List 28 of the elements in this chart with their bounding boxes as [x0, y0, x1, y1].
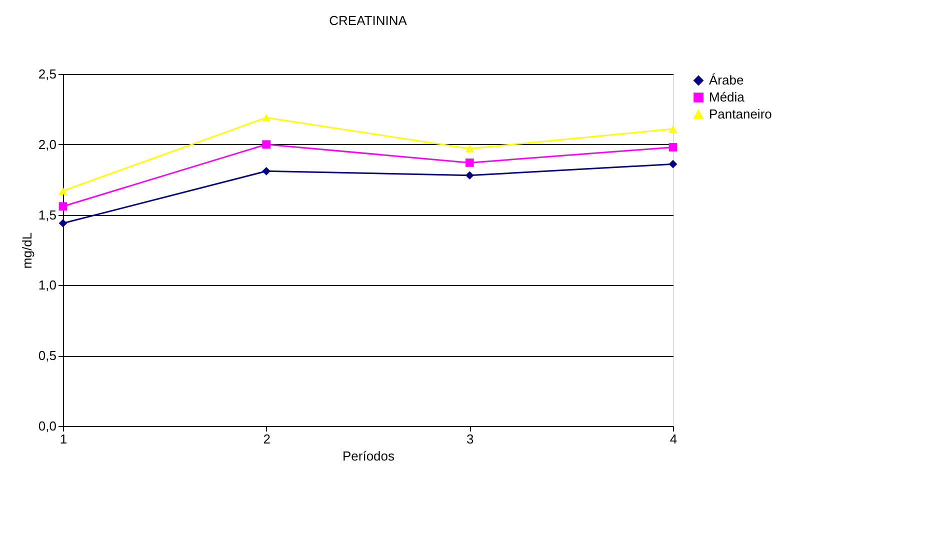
- point: [58, 219, 68, 228]
- chart-title: CREATININA: [329, 13, 408, 28]
- x-tick-label: 1: [60, 432, 68, 446]
- point: [465, 171, 474, 180]
- y-tick-label: 1,0: [38, 278, 56, 293]
- y-tick-label: 1,5: [38, 207, 56, 222]
- legend-label: Pantaneiro: [709, 106, 772, 122]
- legend-label: Média: [709, 90, 746, 104]
- point: [262, 114, 271, 122]
- point: [668, 160, 678, 168]
- y-tick-label: 0,0: [38, 418, 56, 434]
- point: [668, 143, 678, 152]
- y-tick-label: 2,0: [38, 136, 56, 152]
- point: [465, 158, 474, 167]
- legend-label: Árabe: [709, 72, 744, 88]
- point: [668, 125, 678, 133]
- x-tick-label: 3: [466, 432, 474, 446]
- x-tick-label: 4: [670, 432, 678, 446]
- y-tick-label: 0,5: [38, 348, 56, 364]
- point: [465, 145, 474, 152]
- y-tick-label: 2,5: [38, 66, 56, 82]
- x-tick-label: 2: [263, 432, 270, 446]
- point: [262, 140, 271, 149]
- point: [262, 166, 271, 176]
- x-axis-title: Períodos: [342, 448, 396, 464]
- y-axis-title: mg/dL: [19, 232, 34, 269]
- point: [58, 202, 68, 211]
- point: [58, 187, 68, 194]
